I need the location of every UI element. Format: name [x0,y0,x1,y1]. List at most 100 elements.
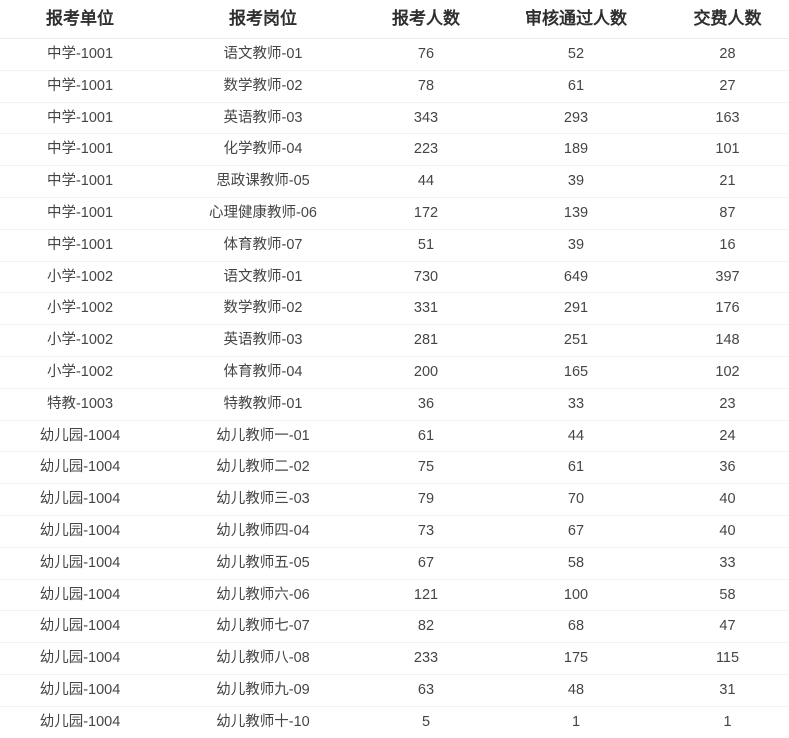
column-header-post: 报考岗位 [160,0,366,39]
cell-pass: 44 [486,420,666,453]
cell-unit: 幼儿园-1004 [0,610,160,644]
cell-post: 幼儿教师十-10 [216,713,310,730]
cell-unit: 小学-1002 [0,261,160,294]
cell-apply: 200 [366,356,486,389]
cell-post: 心理健康教师-06 [160,197,366,230]
cell-pass: 58 [486,547,666,580]
cell-apply: 78 [366,70,486,103]
cell-post: 幼儿教师二-02 [160,451,366,485]
cell-post: 幼儿教师七-07 [160,610,366,644]
cell-unit: 幼儿园-1004 [0,642,160,675]
cell-post: 幼儿教师四-04 [160,515,366,548]
cell-paid: 28 [666,38,789,71]
cell-unit: 幼儿园-1004 [0,547,160,580]
cell-paid: 40 [666,483,789,516]
cell-pass: 68 [486,610,666,644]
cell-post: 幼儿教师六-06 [160,579,366,612]
cell-pass: 67 [486,515,666,548]
cell-pass: 39 [486,229,666,262]
column-header-unit: 报考单位 [0,0,160,39]
cell-apply: 331 [366,292,486,326]
cell-paid: 21 [666,165,789,198]
cell-apply: 61 [366,420,486,453]
table-row: 小学-1002 语文教师-01 730 649 397 [0,261,789,294]
cell-paid: 58 [666,579,789,612]
cell-paid: 87 [666,197,789,230]
table-row: 幼儿园-1004 幼儿教师七-07 82 68 47 [0,610,789,644]
cell-unit: 小学-1002 [0,324,160,357]
cell-paid: 397 [666,261,789,294]
table-row: 小学-1002 数学教师-02 331 291 176 [0,292,789,326]
cell-apply: 730 [366,261,486,294]
table-row: 中学-1001 语文教师-01 76 52 28 [0,38,789,71]
cell-post: 幼儿教师五-05 [160,547,366,580]
cell-unit: 幼儿园-1004 [39,713,121,730]
cell-unit: 中学-1001 [0,70,160,103]
column-header-paid: 交费人数 [666,0,789,39]
cell-unit: 幼儿园-1004 [0,451,160,485]
cell-pass: 189 [486,133,666,167]
cell-pass: 139 [486,197,666,230]
cell-apply: 36 [366,388,486,421]
cell-pass: 48 [486,674,666,707]
table-row: 中学-1001 化学教师-04 223 189 101 [0,133,789,167]
table-row: 中学-1001 数学教师-02 78 61 27 [0,70,789,103]
cell-post: 幼儿教师一-01 [160,420,366,453]
cell-pass: 52 [486,38,666,71]
cell-apply: 73 [366,515,486,548]
column-header-apply: 报考人数 [366,0,486,39]
cell-pass: 33 [486,388,666,421]
cell-pass: 70 [486,483,666,516]
cell-pass: 1 [571,713,581,730]
cell-pass: 251 [486,324,666,357]
cell-paid: 31 [666,674,789,707]
cell-post: 幼儿教师八-08 [160,642,366,675]
cell-apply: 79 [366,483,486,516]
table-row: 幼儿园-1004 幼儿教师九-09 63 48 31 [0,674,789,707]
table-header-row: 报考单位 报考岗位 报考人数 审核通过人数 交费人数 [0,0,789,39]
cell-paid: 24 [666,420,789,453]
cell-apply: 281 [366,324,486,357]
table-header: 报考单位 报考岗位 报考人数 审核通过人数 交费人数 [0,0,789,39]
cell-apply: 51 [366,229,486,262]
cell-pass: 175 [486,642,666,675]
cell-post: 语文教师-01 [160,261,366,294]
column-header-pass: 审核通过人数 [486,0,666,39]
cell-unit: 幼儿园-1004 [0,420,160,453]
cell-unit: 幼儿园-1004 [0,674,160,707]
cell-unit: 幼儿园-1004 [0,483,160,516]
cell-post: 化学教师-04 [160,133,366,167]
table-row: 中学-1001 体育教师-07 51 39 16 [0,229,789,262]
cell-post: 语文教师-01 [160,38,366,71]
cell-post: 数学教师-02 [160,70,366,103]
cell-unit: 中学-1001 [0,165,160,198]
cell-paid: 23 [666,388,789,421]
table-row: 中学-1001 思政课教师-05 44 39 21 [0,165,789,198]
cell-unit: 小学-1002 [0,356,160,389]
cell-apply: 75 [366,451,486,485]
cell-paid: 36 [666,451,789,485]
table-row: 幼儿园-1004 幼儿教师二-02 75 61 36 [0,451,789,485]
cell-paid: 102 [666,356,789,389]
cell-apply: 67 [366,547,486,580]
cell-post: 体育教师-04 [160,356,366,389]
cell-apply: 44 [366,165,486,198]
cell-paid: 101 [666,133,789,167]
cell-apply: 121 [366,579,486,612]
cell-unit: 幼儿园-1004 [0,579,160,612]
cell-apply: 223 [366,133,486,167]
cell-unit: 小学-1002 [0,292,160,326]
cell-post: 英语教师-03 [160,102,366,135]
cell-post: 数学教师-02 [160,292,366,326]
cell-paid: 33 [666,547,789,580]
table-body: 中学-1001 语文教师-01 76 52 28 中学-1001 数学教师-02 78 61 27… [0,38,789,738]
table-row: 小学-1002 体育教师-04 200 165 102 [0,356,789,389]
cell-apply: 82 [366,610,486,644]
cell-post: 幼儿教师三-03 [160,483,366,516]
cell-post: 特教教师-01 [160,388,366,421]
cell-paid: 16 [666,229,789,262]
table-row: 中学-1001 英语教师-03 343 293 163 [0,102,789,135]
table-row: 幼儿园-1004 幼儿教师四-04 73 67 40 [0,515,789,548]
cell-pass: 61 [486,70,666,103]
